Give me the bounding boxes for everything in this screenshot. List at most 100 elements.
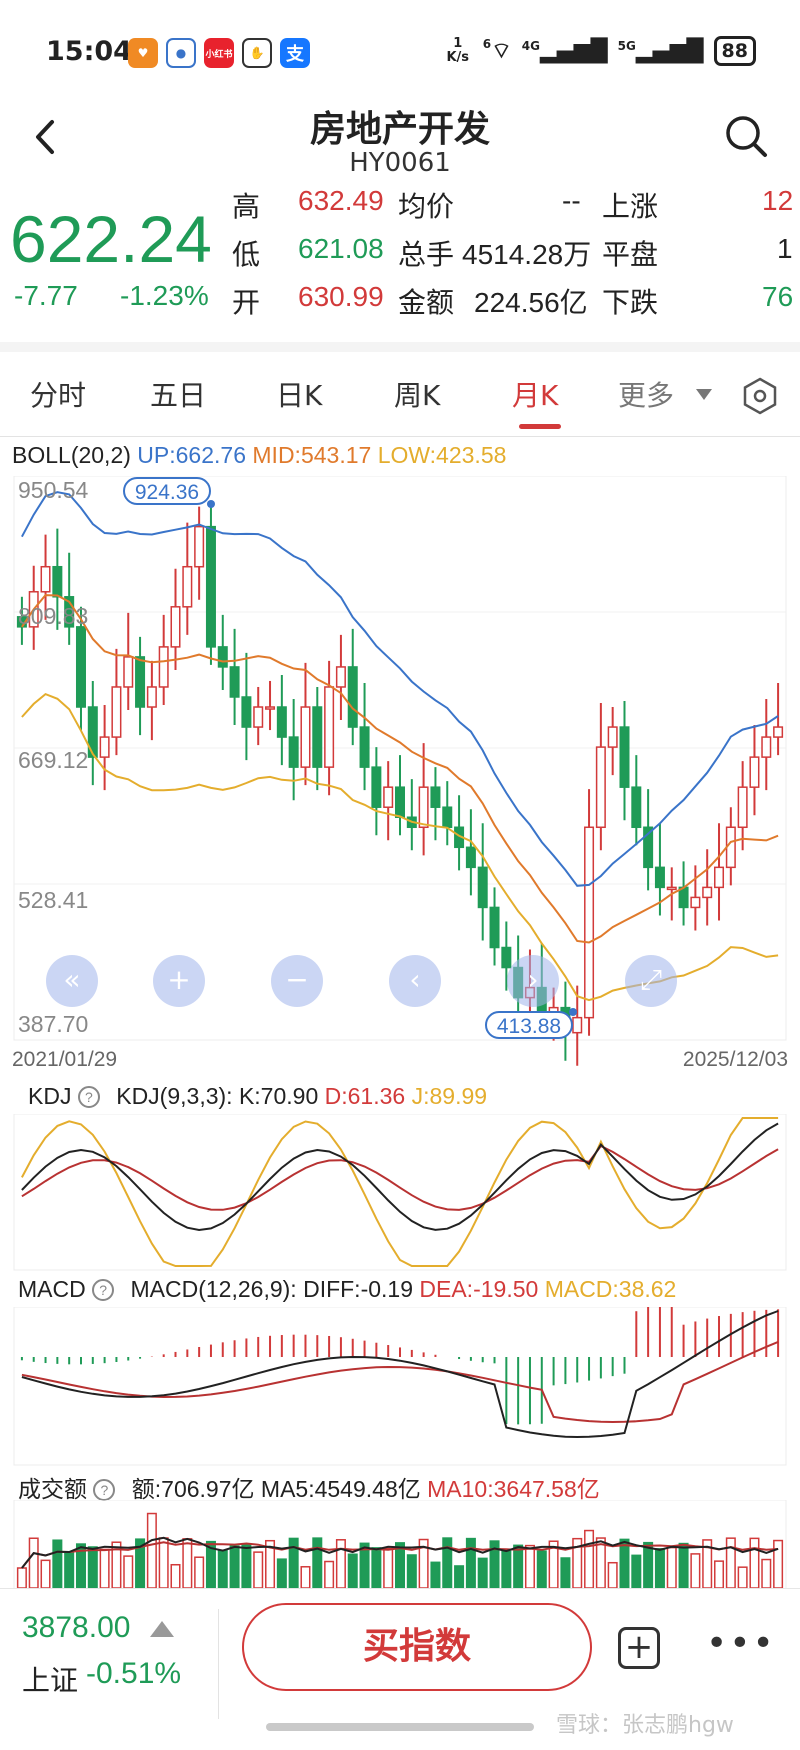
candle-body bbox=[241, 696, 252, 728]
tab-five-day[interactable]: 五日 bbox=[150, 379, 207, 412]
active-tab-indicator bbox=[519, 424, 561, 429]
candle-body bbox=[501, 946, 512, 969]
turnover-bar bbox=[229, 1545, 240, 1588]
candle-body bbox=[347, 666, 358, 728]
price-change-pct: -1.23% bbox=[120, 280, 209, 311]
status-right: 1 K/s 6⌔ 4G▂▄▆█ 5G▂▄▆█ 88 bbox=[443, 36, 756, 66]
kdj-k-line bbox=[21, 1122, 779, 1232]
turnover-bar bbox=[383, 1547, 394, 1588]
candle-body bbox=[702, 886, 713, 899]
period-tabs: 分时 五日 日K 周K 月K 更多 bbox=[0, 352, 800, 436]
turnover-bar bbox=[489, 1540, 500, 1588]
turnover-bar bbox=[75, 1543, 86, 1588]
signal-4g-icon: 4G▂▄▆█ bbox=[521, 38, 608, 64]
add-watchlist-icon[interactable]: + bbox=[618, 1627, 660, 1669]
turnover-bar bbox=[359, 1542, 370, 1588]
buy-index-button[interactable]: 买指数 bbox=[242, 1603, 592, 1691]
amount-label: 金额 bbox=[398, 287, 455, 318]
candle-body bbox=[99, 736, 110, 758]
turnover-bar bbox=[347, 1553, 358, 1588]
candle-body bbox=[359, 726, 370, 768]
boll-legend: BOLL(20,2) UP:662.76 MID:543.17 LOW:423.… bbox=[12, 442, 506, 469]
scroll-left-button[interactable]: ‹ bbox=[389, 955, 441, 1007]
search-icon[interactable] bbox=[722, 112, 770, 160]
turnover-bar bbox=[513, 1544, 524, 1588]
fullscreen-button[interactable]: ⤢ bbox=[625, 955, 677, 1007]
help-icon[interactable]: ? bbox=[77, 1086, 100, 1108]
candle-body bbox=[87, 706, 98, 758]
kdj-chart[interactable] bbox=[0, 1114, 800, 1272]
chevron-down-icon[interactable] bbox=[696, 389, 712, 400]
boll-up: UP:662.76 bbox=[137, 442, 246, 468]
turnover-chart[interactable] bbox=[0, 1500, 800, 1588]
candle-body bbox=[335, 666, 346, 688]
min-price-dot bbox=[569, 1008, 577, 1016]
index-ticker-name[interactable]: 上证 bbox=[22, 1664, 79, 1697]
turnover-bar bbox=[217, 1549, 228, 1588]
scroll-start-button[interactable]: « bbox=[46, 955, 98, 1007]
quote-panel: 622.24 -7.77 -1.23% 高 632.49 低 621.08 开 … bbox=[0, 185, 800, 335]
alipay-app-icon: 支 bbox=[280, 38, 310, 68]
candle-body bbox=[619, 726, 630, 788]
help-icon[interactable]: ? bbox=[93, 1479, 116, 1501]
turnover-bar bbox=[477, 1557, 488, 1588]
baidu-app-icon: ● bbox=[166, 38, 196, 68]
scroll-right-button[interactable]: › bbox=[507, 955, 559, 1007]
help-icon[interactable]: ? bbox=[92, 1279, 115, 1301]
avg-value: -- bbox=[562, 185, 581, 216]
macd-chart[interactable] bbox=[0, 1307, 800, 1467]
turnover-bars bbox=[16, 1512, 784, 1588]
back-icon[interactable] bbox=[28, 114, 64, 160]
avg-label: 均价 bbox=[398, 191, 455, 222]
turnover-ma10: MA10:3647.58亿 bbox=[427, 1476, 600, 1502]
index-ticker-value[interactable]: 3878.00 bbox=[22, 1611, 131, 1644]
turnover-bar bbox=[300, 1566, 311, 1588]
turnover-bar bbox=[253, 1551, 264, 1588]
kdj-legend: KDJ ? KDJ(9,3,3): K:70.90 D:61.36 J:89.9… bbox=[28, 1083, 487, 1110]
boll-low-line bbox=[21, 692, 779, 1002]
turnover-bar bbox=[560, 1557, 571, 1588]
zoom-in-button[interactable]: + bbox=[153, 955, 205, 1007]
turnover-bar bbox=[16, 1567, 27, 1588]
settings-hex-icon[interactable] bbox=[740, 376, 780, 416]
status-app-icons: ♥ ● 小红书 ✋ 支 bbox=[128, 38, 310, 68]
page-title: 房地产开发 bbox=[309, 109, 490, 150]
candle-body bbox=[135, 656, 146, 708]
turnover-bar bbox=[324, 1560, 335, 1588]
turnover-bar bbox=[737, 1566, 748, 1588]
candle-body bbox=[146, 686, 157, 708]
turnover-bar bbox=[265, 1539, 276, 1588]
volume-value: 4514.28万 bbox=[462, 239, 592, 270]
candle-body bbox=[265, 706, 276, 710]
triangle-up-icon bbox=[150, 1621, 174, 1637]
hand-app-icon: ✋ bbox=[242, 38, 272, 68]
kdj-j: J:89.99 bbox=[411, 1083, 488, 1109]
tab-daily-k[interactable]: 日K bbox=[276, 379, 323, 412]
tab-monthly-k[interactable]: 月K bbox=[512, 379, 559, 412]
turnover-frame bbox=[13, 1500, 787, 1588]
turnover-bar bbox=[205, 1540, 216, 1588]
candle-body bbox=[64, 596, 75, 628]
index-code: HY0061 bbox=[349, 148, 451, 178]
more-options-icon[interactable]: ••• bbox=[706, 1623, 776, 1664]
candle-body bbox=[205, 525, 216, 648]
open-value: 630.99 bbox=[298, 281, 384, 312]
turnover-bar bbox=[607, 1561, 618, 1588]
turnover-bar bbox=[430, 1561, 441, 1588]
turnover-bar bbox=[182, 1538, 193, 1588]
turnover-bar bbox=[654, 1548, 665, 1588]
watermark: 雪球：张志鹏hgw bbox=[556, 1713, 734, 1738]
turnover-bar bbox=[773, 1539, 784, 1588]
tab-more[interactable]: 更多 bbox=[618, 379, 675, 412]
tab-intraday[interactable]: 分时 bbox=[30, 379, 87, 412]
index-ticker-pct[interactable]: -0.51% bbox=[86, 1657, 182, 1690]
turnover-amount: 额:706.97亿 bbox=[131, 1476, 255, 1502]
kdj-k: K:70.90 bbox=[238, 1083, 319, 1109]
down-count-label: 下跌 bbox=[602, 287, 659, 318]
turnover-bar bbox=[465, 1537, 476, 1588]
tab-weekly-k[interactable]: 周K bbox=[394, 379, 441, 412]
turnover-bar bbox=[87, 1546, 98, 1588]
turnover-bar bbox=[158, 1537, 169, 1588]
zoom-out-button[interactable]: − bbox=[271, 955, 323, 1007]
candle-body bbox=[371, 766, 382, 808]
